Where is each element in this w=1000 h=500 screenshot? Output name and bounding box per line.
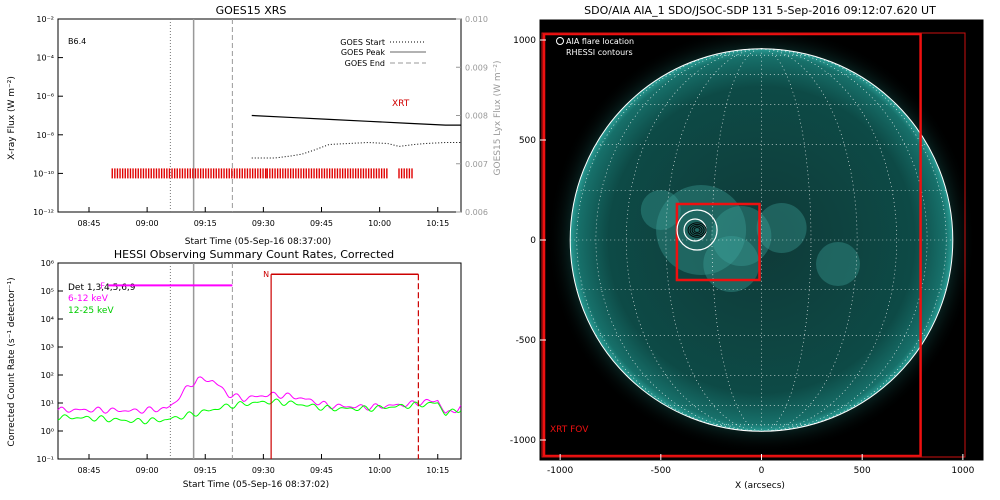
hessi-y-tick-label: 10⁴ [41, 315, 54, 324]
hessi-title: HESSI Observing Summary Count Rates, Cor… [114, 248, 394, 261]
goes-x-tick-label: 08:45 [77, 219, 100, 228]
goes-y-tick-label: 10⁻¹⁰ [33, 169, 54, 178]
aia-active-region-glow [656, 185, 747, 275]
hessi-plot-frame [57, 262, 462, 460]
hessi-xlabel: Start Time (05-Sep-16 08:37:02) [183, 480, 329, 490]
hessi-panel: HESSI Observing Summary Count Rates, Cor… [7, 248, 462, 490]
aia-solar-disk [570, 48, 953, 432]
aia-longitude-line [576, 48, 762, 432]
goes-legend-end: GOES End [345, 59, 385, 68]
goes-lya-flux-line [251, 142, 461, 159]
hessi-x-tick-label: 08:45 [77, 466, 100, 475]
goes-x-tick-label: 10:15 [426, 219, 449, 228]
goes-ylabel-right: GOES15 Lyx Flux (W m⁻²) [493, 61, 503, 176]
hessi-legend: Det 1,3,4,5,6,9 6-12 keV 12-25 keV [68, 283, 136, 316]
hessi-x-tick-label: 09:15 [194, 466, 217, 475]
goes-y-tick-label: 10⁻¹² [33, 208, 54, 217]
aia-flare-location-circle [676, 209, 718, 251]
hessi-legend-12-25: 12-25 keV [68, 306, 114, 316]
aia-active-region-glow [703, 236, 760, 292]
aia-x-tick-label: 1000 [951, 466, 974, 476]
aia-y-tick-label: -1000 [510, 436, 536, 446]
aia-outer-fov-box [541, 32, 966, 458]
aia-zoom-box [675, 202, 761, 282]
hessi-legend-6-12: 6-12 keV [68, 294, 109, 304]
goes-class-label: B6.4 [68, 37, 86, 46]
aia-x-tick-label: 0 [759, 466, 765, 476]
hessi-y-tick-label: 10⁻¹ [36, 455, 54, 464]
aia-rhessi-contour [691, 225, 703, 235]
aia-title: SDO/AIA AIA_1 SDO/JSOC-SDP 131 5-Sep-201… [584, 4, 936, 17]
goes-y-tick-label: 10⁻⁴ [36, 54, 54, 63]
goes-right-y-tick-label: 0.009 [465, 63, 488, 72]
aia-longitude-line [761, 48, 947, 432]
goes-y-tick-label: 10⁻² [36, 15, 54, 24]
goes-legend: GOES Start GOES Peak GOES End [340, 38, 426, 68]
aia-longitude-line [625, 48, 762, 432]
aia-y-tick-label: 1000 [513, 36, 536, 46]
aia-longitude-line [595, 48, 762, 432]
hessi-x-tick-label: 09:45 [310, 466, 333, 475]
goes-ylabel-left: X-ray Flux (W m⁻²) [7, 76, 17, 160]
goes-x-tick-label: 09:30 [252, 219, 275, 228]
aia-y-tick-label: -500 [516, 336, 537, 346]
hessi-x-tick-label: 09:30 [252, 466, 275, 475]
goes-right-y-tick-label: 0.006 [465, 208, 488, 217]
aia-xrt-fov-box [542, 32, 922, 458]
aia-longitude-line [761, 48, 928, 432]
aia-longitude-line [761, 48, 898, 432]
hessi-flag-n: N [263, 270, 269, 279]
hessi-x-tick-label: 10:00 [368, 466, 391, 475]
hessi-x-tick-label: 09:00 [136, 466, 159, 475]
goes-xrt-flux-line [251, 114, 461, 126]
hessi-legend-det: Det 1,3,4,5,6,9 [68, 283, 136, 293]
goes-xlabel: Start Time (05-Sep-16 08:37:00) [185, 237, 331, 247]
aia-legend-rhessi: RHESSI contours [566, 48, 633, 57]
aia-x-tick-label: -1000 [547, 466, 573, 476]
aia-legend-flare: AIA flare location [566, 37, 634, 46]
hessi-y-tick-label: 10² [41, 371, 54, 380]
goes-x-tick-label: 09:15 [194, 219, 217, 228]
hessi-ylabel: Corrected Count Rate (s⁻¹ detector⁻¹) [7, 277, 17, 446]
aia-rhessi-contour [687, 222, 707, 238]
goes-y-tick-label: 10⁻⁶ [36, 92, 54, 101]
hessi-x-tick-label: 10:15 [426, 466, 449, 475]
aia-active-region-glow [711, 206, 772, 266]
goes-y-tick-label: 10⁻⁸ [36, 131, 54, 140]
hessi-y-tick-label: 10³ [41, 343, 54, 352]
aia-xrt-fov-label: XRT FOV [550, 425, 589, 435]
hessi-y-tick-label: 10⁰ [41, 427, 54, 436]
hessi-series-line-12-25 [57, 398, 462, 425]
hessi-y-tick-label: 10⁶ [41, 259, 54, 268]
aia-xlabel: X (arcsecs) [735, 481, 785, 491]
aia-x-tick-label: -500 [651, 466, 672, 476]
goes-x-tick-label: 09:45 [310, 219, 333, 228]
hessi-y-tick-label: 10⁵ [41, 287, 54, 296]
aia-active-region-glow [640, 190, 681, 230]
aia-active-region-glow [816, 242, 861, 286]
goes-panel: GOES15 XRS B6.4 XRT GOES Start GOES Peak… [7, 4, 503, 247]
hessi-series-line-6-12 [57, 376, 462, 414]
goes-legend-start: GOES Start [340, 38, 385, 47]
aia-rhessi-contour [693, 227, 701, 233]
goes-right-y-tick-label: 0.010 [465, 15, 488, 24]
hessi-flag-f: F [100, 281, 105, 290]
goes-x-tick-label: 09:00 [136, 219, 159, 228]
aia-legend-circle-icon [556, 37, 564, 45]
goes-right-y-tick-label: 0.007 [465, 160, 488, 169]
aia-active-region-glow [756, 203, 807, 253]
goes-title: GOES15 XRS [216, 4, 287, 17]
aia-rhessi-contour [689, 223, 705, 237]
aia-y-tick-label: 0 [530, 236, 536, 246]
goes-legend-peak: GOES Peak [341, 48, 386, 57]
aia-x-tick-label: 500 [854, 466, 871, 476]
aia-y-tick-label: 500 [519, 136, 536, 146]
goes-right-y-tick-label: 0.008 [465, 112, 488, 121]
goes-x-tick-label: 10:00 [368, 219, 391, 228]
hessi-y-tick-label: 10¹ [41, 399, 54, 408]
goes-xrt-label: XRT [392, 99, 410, 109]
